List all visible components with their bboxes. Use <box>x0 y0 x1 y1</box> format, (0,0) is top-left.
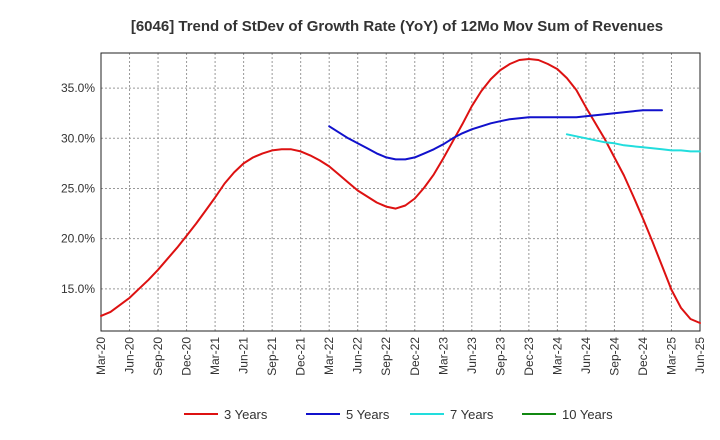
legend-label: 3 Years <box>224 407 268 422</box>
legend-label: 7 Years <box>450 407 494 422</box>
legend-label: 5 Years <box>346 407 390 422</box>
x-tick-label: Dec-20 <box>180 337 194 376</box>
chart-title: [6046] Trend of StDev of Growth Rate (Yo… <box>131 18 663 35</box>
series-line-3-years <box>100 58 701 324</box>
x-tick-label: Mar-21 <box>208 337 222 375</box>
x-tick-label: Dec-21 <box>294 337 308 376</box>
y-tick-label: 15.0% <box>61 282 95 296</box>
series-line-5-years <box>328 109 663 161</box>
x-tick-label: Mar-24 <box>550 337 564 375</box>
legend: 3 Years 5 Years 7 Years 10 Years <box>184 407 613 422</box>
x-tick-label: Jun-22 <box>351 337 365 374</box>
legend-label: 10 Years <box>562 407 613 422</box>
x-tick-label: Jun-21 <box>237 337 251 374</box>
x-tick-label: Dec-24 <box>636 337 650 376</box>
y-tick-label: 30.0% <box>61 131 95 145</box>
x-tick-label: Dec-23 <box>522 337 536 376</box>
x-tick-label: Jun-24 <box>579 337 593 374</box>
x-tick-label: Sep-21 <box>265 337 279 376</box>
x-tick-label: Mar-20 <box>94 337 108 375</box>
series-line-7-years <box>565 133 701 153</box>
series-lines <box>100 58 701 324</box>
x-tick-label: Mar-25 <box>664 337 678 375</box>
x-tick-label: Sep-23 <box>493 337 507 376</box>
axis-labels: 15.0% 20.0% 25.0% 30.0% 35.0% Mar-20 Jun-20 Sep… <box>61 81 707 376</box>
x-tick-label: Jun-25 <box>693 337 707 374</box>
x-tick-label: Sep-24 <box>607 337 621 376</box>
x-tick-label: Mar-22 <box>322 337 336 375</box>
x-tick-label: Jun-20 <box>123 337 137 374</box>
x-tick-label: Sep-20 <box>151 337 165 376</box>
x-tick-label: Dec-22 <box>408 337 422 376</box>
plot-area <box>100 52 701 332</box>
y-tick-label: 20.0% <box>61 232 95 246</box>
y-tick-label: 35.0% <box>61 81 95 95</box>
grid <box>100 53 701 331</box>
y-tick-label: 25.0% <box>61 181 95 195</box>
x-tick-label: Jun-23 <box>465 337 479 374</box>
x-tick-label: Sep-22 <box>379 337 393 376</box>
x-tick-label: Mar-23 <box>436 337 450 375</box>
